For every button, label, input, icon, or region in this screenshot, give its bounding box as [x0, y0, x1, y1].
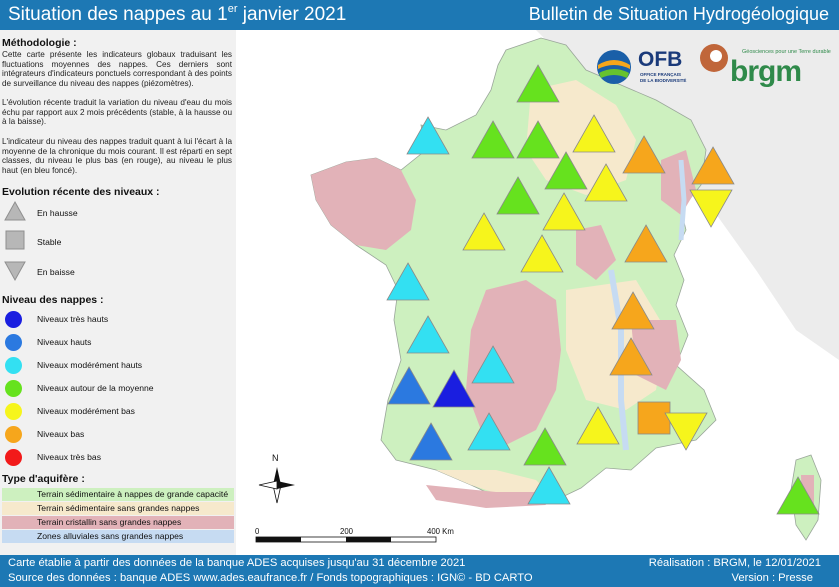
- triangle-down-icon: [4, 261, 26, 282]
- level-label-3: Niveaux autour de la moyenne: [37, 383, 154, 393]
- ofb-logo: OFB OFFICE FRANÇAIS DE LA BIODIVERSITÉ: [594, 45, 706, 87]
- north-arrow-icon: [258, 467, 295, 504]
- pink-region-massif-central: [466, 280, 561, 445]
- marker-rising-27: [523, 427, 567, 466]
- level-label-2: Niveaux modérément hauts: [37, 360, 143, 370]
- bulletin-subtitle: Bulletin de Situation Hydrogéologique: [528, 4, 829, 24]
- aquifer-alluvial: Zones alluviales sans grandes nappes: [2, 530, 234, 543]
- scale-bar: [255, 536, 437, 543]
- marker-rising-6: [544, 151, 588, 190]
- scale-label-zero: 0: [255, 527, 260, 536]
- methodology-paragraph-3: L'indicateur du niveau des nappes tradui…: [2, 137, 232, 175]
- level-swatch-1: [5, 334, 22, 351]
- evolution-falling-label: En baisse: [37, 267, 75, 277]
- marker-rising-28: [527, 466, 571, 505]
- level-swatch-6: [5, 449, 22, 466]
- brgm-text: brgm: [730, 55, 802, 88]
- evolution-rising-label: En hausse: [37, 208, 78, 218]
- levels-heading: Niveau des nappes :: [2, 294, 104, 306]
- level-label-0: Niveaux très hauts: [37, 314, 109, 324]
- scale-label-end: 400 Km: [427, 527, 454, 536]
- map-title: Situation des nappes au 1er janvier 2021: [8, 3, 347, 25]
- level-label-6: Niveaux très bas: [37, 452, 102, 462]
- marker-rising-10: [496, 176, 540, 215]
- marker-rising-17: [406, 315, 450, 354]
- pink-region-brittany: [311, 158, 416, 250]
- marker-rising-12: [462, 212, 506, 251]
- level-label-1: Niveaux hauts: [37, 337, 92, 347]
- marker-rising-16: [611, 291, 655, 330]
- header-bar: Situation des nappes au 1er janvier 2021…: [0, 0, 839, 30]
- ofb-subtext-1: OFFICE FRANÇAIS: [640, 72, 681, 77]
- evolution-stable-label: Stable: [37, 237, 62, 247]
- scale-label-mid: 200: [340, 527, 354, 536]
- marker-stable-22: [637, 401, 671, 435]
- ofb-globe-icon: [597, 50, 631, 84]
- north-label: N: [272, 453, 279, 463]
- aquifer-crystalline: Terrain cristallin sans grandes nappes: [2, 516, 234, 529]
- marker-rising-0: [516, 64, 560, 103]
- footer-source: Source des données : banque ADES www.ade…: [8, 572, 533, 584]
- pink-region-vosges: [661, 150, 696, 215]
- level-label-5: Niveaux bas: [37, 429, 85, 439]
- aquifer-sedimentary-small: Terrain sédimentaire sans grandes nappes: [2, 502, 234, 515]
- legend-panel: Méthodologie : Cette carte présente les …: [0, 30, 236, 555]
- footer-data-note: Carte établie à partir des données de la…: [8, 557, 466, 569]
- footer-version: Version : Presse: [731, 572, 813, 584]
- brgm-logo: Géosciences pour une Terre durable brgm: [696, 40, 836, 100]
- footer-bar: Carte établie à partir des données de la…: [0, 555, 839, 587]
- footer-realisation: Réalisation : BRGM, le 12/01/2021: [648, 557, 821, 569]
- marker-falling-9: [689, 189, 733, 228]
- marker-rising-20: [387, 366, 431, 405]
- marker-rising-7: [584, 163, 628, 202]
- marker-rising-1: [406, 116, 450, 155]
- marker-rising-2: [471, 120, 515, 159]
- marker-rising-5: [622, 135, 666, 174]
- marker-falling-24: [664, 412, 708, 451]
- pink-region-pyrenees: [426, 485, 546, 508]
- level-label-4: Niveaux modérément bas: [37, 406, 135, 416]
- neighbour-land: [536, 30, 839, 360]
- ofb-subtext-2: DE LA BIODIVERSITÉ: [640, 78, 687, 83]
- marker-rising-23: [576, 406, 620, 445]
- marker-rising-18: [609, 337, 653, 376]
- square-icon: [5, 230, 25, 250]
- aquifer-heading: Type d'aquifère :: [2, 473, 85, 485]
- aquifer-markers: [386, 64, 820, 515]
- alluvial-rhine: [678, 159, 687, 241]
- aquifer-sedimentary-large: Terrain sédimentaire à nappes de grande …: [2, 488, 234, 501]
- level-swatch-0: [5, 311, 22, 328]
- map-canvas: [255, 30, 839, 555]
- level-swatch-2: [5, 357, 22, 374]
- marker-rising-29: [776, 476, 820, 515]
- level-swatch-5: [5, 426, 22, 443]
- marker-rising-15: [386, 262, 430, 301]
- level-swatch-4: [5, 403, 22, 420]
- brgm-swirl-icon: [700, 44, 728, 72]
- marker-rising-21: [432, 369, 476, 408]
- triangle-up-icon: [4, 200, 26, 221]
- marker-rising-14: [520, 234, 564, 273]
- marker-rising-26: [409, 422, 453, 461]
- level-swatch-3: [5, 380, 22, 397]
- ofb-text: OFB: [638, 48, 683, 71]
- france-map: N 0 200 400 Km OFB OFFICE FRANÇAIS DE LA…: [236, 30, 839, 555]
- marker-rising-8: [691, 146, 735, 185]
- evolution-heading: Evolution récente des niveaux :: [2, 186, 160, 198]
- marker-rising-4: [572, 114, 616, 153]
- methodology-heading: Méthodologie :: [2, 37, 77, 49]
- methodology-paragraph-1: Cette carte présente les indicateurs glo…: [2, 50, 232, 88]
- marker-rising-11: [542, 192, 586, 231]
- pink-region-morvan: [576, 225, 616, 280]
- marker-rising-3: [516, 120, 560, 159]
- marker-rising-19: [471, 345, 515, 384]
- marker-rising-25: [467, 412, 511, 451]
- brgm-tagline: Géosciences pour une Terre durable: [742, 49, 831, 55]
- methodology-paragraph-2: L'évolution récente traduit la variation…: [2, 98, 232, 127]
- marker-rising-13: [624, 224, 668, 263]
